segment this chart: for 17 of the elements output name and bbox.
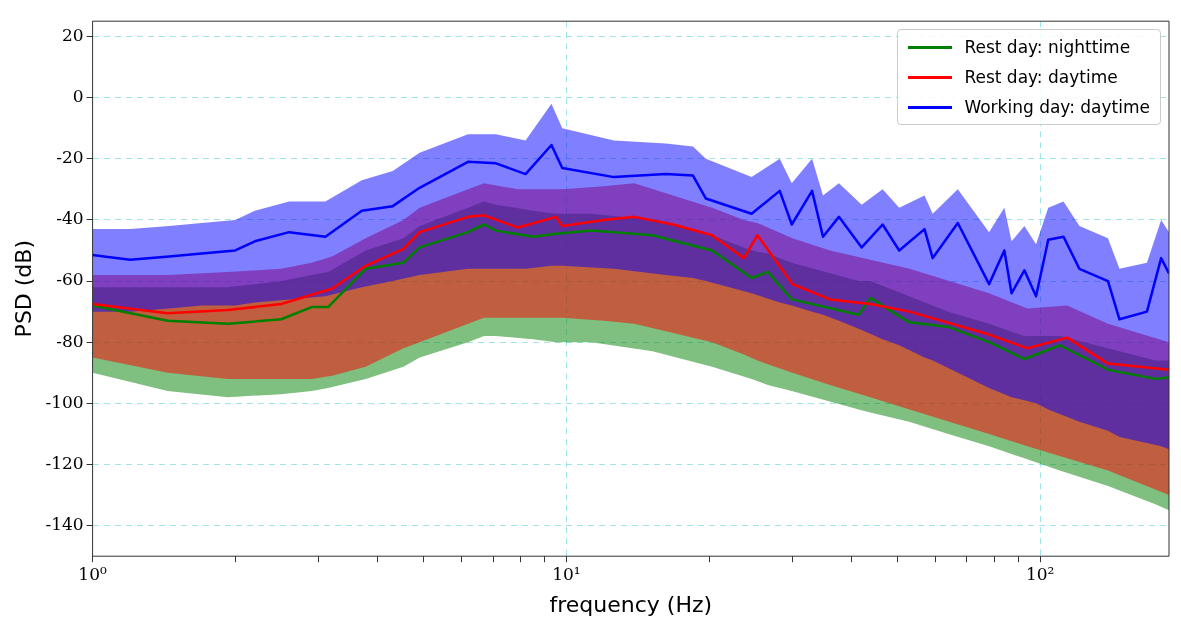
y-tick-label: -80 [56, 330, 84, 351]
y-tick-label: -120 [45, 452, 84, 473]
x-tick-label: 10² [1025, 563, 1055, 584]
y-tick-label: -20 [56, 147, 84, 168]
y-tick-label: -140 [45, 514, 84, 535]
x-tick-label: 10⁰ [78, 563, 107, 584]
x-axis-title: frequency (Hz) [549, 591, 713, 617]
y-axis-title: PSD (dB) [10, 240, 36, 338]
y-tick-label: -40 [56, 208, 84, 229]
legend-label: Rest day: daytime [964, 67, 1118, 88]
legend-label: Rest day: nighttime [964, 37, 1131, 58]
y-tick-label: 0 [72, 86, 84, 107]
legend-label: Working day: daytime [964, 97, 1150, 118]
y-tick-label: -60 [56, 269, 84, 290]
y-tick-label: 20 [61, 24, 84, 45]
y-tick-label: -100 [45, 391, 84, 412]
x-tick-label: 10¹ [552, 563, 581, 584]
